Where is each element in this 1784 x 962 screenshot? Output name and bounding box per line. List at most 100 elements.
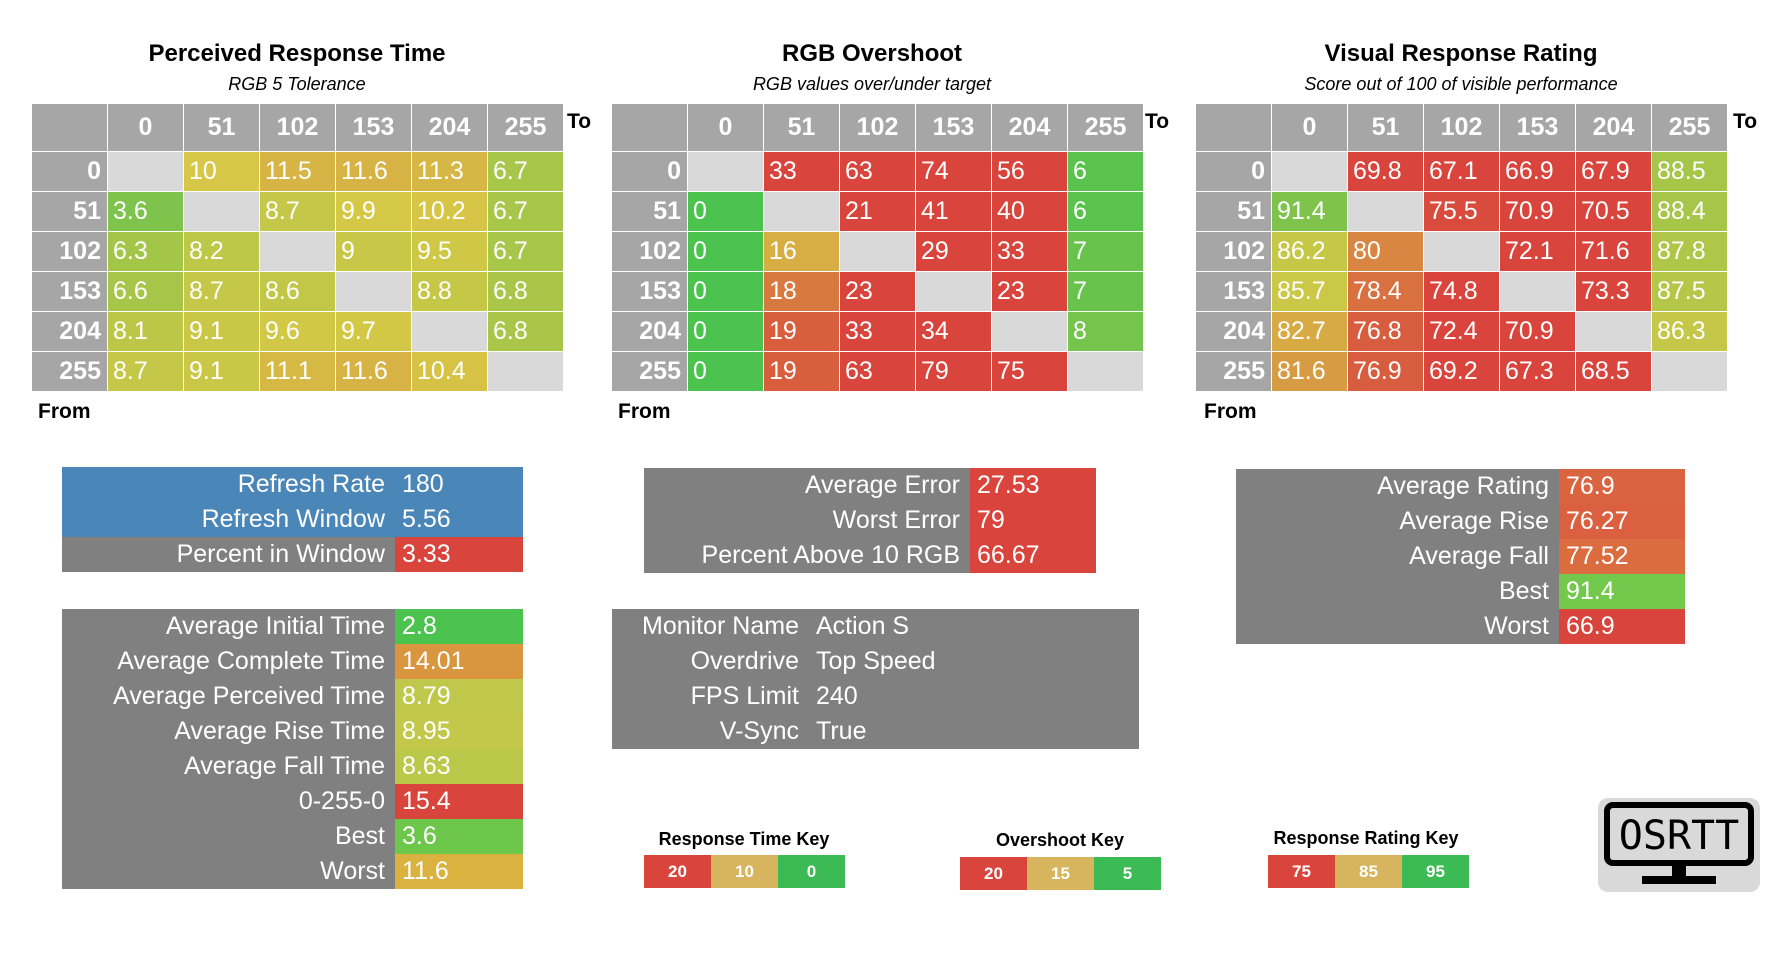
heatmap-cell: 86.2 bbox=[1272, 232, 1348, 272]
times-row: 0-255-0 15.4 bbox=[62, 784, 523, 819]
heatmap-cell: 33 bbox=[840, 312, 916, 352]
rating-value: 76.9 bbox=[1559, 469, 1685, 504]
from-label-overshoot: From bbox=[618, 400, 671, 423]
row-header-102: 102 bbox=[1196, 232, 1272, 272]
heatmap-cell: 6.6 bbox=[108, 272, 184, 312]
refresh-row: Refresh Rate 180 bbox=[62, 467, 523, 502]
response-time-key: 20 10 0 bbox=[644, 855, 845, 888]
heatmap-corner bbox=[32, 104, 108, 152]
heatmap-cell-empty bbox=[108, 152, 184, 192]
row-header-153: 153 bbox=[612, 272, 688, 312]
times-label: Average Rise Time bbox=[62, 714, 395, 749]
heatmap-cell: 85.7 bbox=[1272, 272, 1348, 312]
refresh-value: 180 bbox=[395, 467, 523, 502]
column-header-255: 255 bbox=[1652, 104, 1728, 152]
row-header-255: 255 bbox=[612, 352, 688, 392]
heatmap-cell: 9 bbox=[336, 232, 412, 272]
heatmap-cell: 6 bbox=[1068, 192, 1144, 232]
key-swatch: 0 bbox=[778, 855, 845, 888]
heatmap-cell: 33 bbox=[992, 232, 1068, 272]
heatmap-cell: 66.9 bbox=[1500, 152, 1576, 192]
row-header-153: 153 bbox=[1196, 272, 1272, 312]
chart-subtitle-rating: Score out of 100 of visible performance bbox=[1304, 74, 1618, 94]
heatmap-cell: 6.8 bbox=[488, 312, 564, 352]
heatmap-cell: 6.7 bbox=[488, 152, 564, 192]
key-swatch: 75 bbox=[1268, 855, 1335, 888]
row-header-0: 0 bbox=[1196, 152, 1272, 192]
heatmap-cell: 91.4 bbox=[1272, 192, 1348, 232]
column-header-204: 204 bbox=[992, 104, 1068, 152]
heatmap-cell-empty bbox=[260, 232, 336, 272]
column-header-255: 255 bbox=[1068, 104, 1144, 152]
heatmap-cell: 6.7 bbox=[488, 232, 564, 272]
heatmap-cell: 16 bbox=[764, 232, 840, 272]
heatmap-cell: 9.1 bbox=[184, 352, 260, 392]
heatmap-cell: 63 bbox=[840, 352, 916, 392]
rating-label: Best bbox=[1236, 574, 1559, 609]
key-swatch: 20 bbox=[644, 855, 711, 888]
heatmap-cell: 10.2 bbox=[412, 192, 488, 232]
monitor-value: 240 bbox=[809, 679, 1139, 714]
times-label: Best bbox=[62, 819, 395, 854]
heatmap-cell: 87.5 bbox=[1652, 272, 1728, 312]
heatmap-cell: 72.1 bbox=[1500, 232, 1576, 272]
chart-title-rating: Visual Response Rating bbox=[1324, 40, 1598, 67]
overshoot-key-title: Overshoot Key bbox=[995, 830, 1125, 850]
rating-key: 75 85 95 bbox=[1268, 855, 1469, 888]
heatmap-cell-empty bbox=[688, 152, 764, 192]
column-header-0: 0 bbox=[688, 104, 764, 152]
rating-row: Average Rise 76.27 bbox=[1236, 504, 1685, 539]
row-header-51: 51 bbox=[612, 192, 688, 232]
heatmap-cell: 74 bbox=[916, 152, 992, 192]
heatmap-cell: 9.9 bbox=[336, 192, 412, 232]
heatmap-cell: 79 bbox=[916, 352, 992, 392]
overshoot-error-panel: Average Error 27.53 Worst Error 79 Percent A… bbox=[644, 468, 1096, 573]
times-row: Best 3.6 bbox=[62, 819, 523, 854]
heatmap-cell-empty bbox=[916, 272, 992, 312]
heatmap-cell-empty bbox=[1576, 312, 1652, 352]
error-value: 79 bbox=[970, 503, 1096, 538]
rating-value: 66.9 bbox=[1559, 609, 1685, 644]
row-header-51: 51 bbox=[32, 192, 108, 232]
times-label: Worst bbox=[62, 854, 395, 889]
column-header-51: 51 bbox=[764, 104, 840, 152]
heatmap-cell: 34 bbox=[916, 312, 992, 352]
heatmap-cell: 71.6 bbox=[1576, 232, 1652, 272]
heatmap-corner bbox=[612, 104, 688, 152]
monitor-value: Action S bbox=[809, 609, 1139, 644]
heatmap-cell: 76.8 bbox=[1348, 312, 1424, 352]
times-value: 8.63 bbox=[395, 749, 523, 784]
monitor-label: Monitor Name bbox=[612, 609, 809, 644]
heatmap-cell: 0 bbox=[688, 352, 764, 392]
chart-subtitle-response-time: RGB 5 Tolerance bbox=[228, 74, 366, 94]
heatmap-cell: 21 bbox=[840, 192, 916, 232]
rating-value: 91.4 bbox=[1559, 574, 1685, 609]
heatmap-cell: 8.6 bbox=[260, 272, 336, 312]
refresh-label: Refresh Window bbox=[62, 502, 395, 537]
key-swatch: 15 bbox=[1027, 857, 1094, 890]
monitor-row: Monitor Name Action S bbox=[612, 609, 1139, 644]
times-value: 15.4 bbox=[395, 784, 523, 819]
row-header-204: 204 bbox=[1196, 312, 1272, 352]
refresh-label: Percent in Window bbox=[62, 537, 395, 572]
heatmap-cell: 56 bbox=[992, 152, 1068, 192]
heatmap-cell-empty bbox=[1500, 272, 1576, 312]
heatmap-cell: 86.3 bbox=[1652, 312, 1728, 352]
heatmap-cell: 67.9 bbox=[1576, 152, 1652, 192]
overshoot-key: 20 15 5 bbox=[960, 857, 1161, 890]
row-header-0: 0 bbox=[612, 152, 688, 192]
heatmap-cell: 0 bbox=[688, 192, 764, 232]
heatmap-cell-empty bbox=[412, 312, 488, 352]
heatmap-cell: 6 bbox=[1068, 152, 1144, 192]
heatmap-cell: 75.5 bbox=[1424, 192, 1500, 232]
monitor-value: Top Speed bbox=[809, 644, 1139, 679]
times-row: Average Rise Time 8.95 bbox=[62, 714, 523, 749]
heatmap-cell: 19 bbox=[764, 352, 840, 392]
response-time-heatmap: 0 51 102 153 204 255 0 10 11.5 11.6 11.3 6.7 51 3.6 8.… bbox=[32, 104, 564, 392]
refresh-label: Refresh Rate bbox=[62, 467, 395, 502]
heatmap-cell: 8.7 bbox=[260, 192, 336, 232]
heatmap-cell-empty bbox=[764, 192, 840, 232]
monitor-row: V-Sync True bbox=[612, 714, 1139, 749]
rating-row: Average Rating 76.9 bbox=[1236, 469, 1685, 504]
heatmap-cell: 8.7 bbox=[108, 352, 184, 392]
